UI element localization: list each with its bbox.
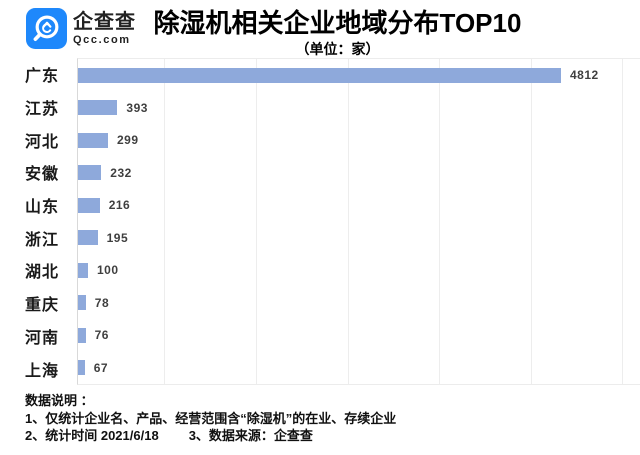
bar — [78, 165, 102, 181]
gridline — [531, 59, 532, 384]
bar-value-label: 299 — [117, 133, 139, 148]
category-label: 广东 — [25, 68, 60, 86]
bar-value-label: 393 — [126, 100, 148, 115]
note-data-source: 3、数据来源：企查查 — [188, 428, 313, 443]
brand-text: 企查查 Qcc.com — [73, 10, 136, 47]
category-label: 山东 — [25, 199, 60, 217]
data-notes: 数据说明 ： 1、仅统计企业名、产品、经营范围含“除湿机”的在业、存续企业 2、… — [25, 392, 625, 445]
brand-name: 企查查 — [73, 11, 136, 33]
notes-heading: 数据说明 ： — [25, 393, 94, 408]
category-label: 河北 — [25, 133, 60, 151]
bar-value-label: 195 — [106, 230, 129, 245]
bar-value-label: 100 — [97, 263, 119, 278]
gridline — [622, 59, 623, 384]
category-label: 重庆 — [25, 297, 60, 315]
bar-row: 78 — [78, 287, 640, 320]
chart-title: 除湿机相关企业地域分布TOP10 — [153, 8, 522, 38]
category-label: 上海 — [25, 362, 60, 380]
note-stat-time: 2、统计时间 2021/6/18 — [25, 428, 159, 443]
bar-chart: 广东江苏河北安徽山东浙江湖北重庆河南上海 4812 393 299 232 216 195… — [0, 58, 640, 385]
bar — [78, 327, 86, 343]
gridline — [439, 59, 440, 384]
bar-row: 216 — [78, 189, 640, 222]
bar-row: 76 — [78, 319, 640, 352]
qcc-logo-icon — [26, 8, 67, 49]
brand-logo: 企查查 Qcc.com — [26, 8, 136, 49]
bar-row: 100 — [78, 254, 640, 287]
note-line-2: 2、统计时间 2021/6/18 3、数据来源：企查查 — [25, 427, 625, 445]
plot-area: 4812 393 299 232 216 195 100 78 76 67 — [77, 58, 640, 385]
bar — [78, 295, 86, 311]
gridline — [256, 59, 257, 384]
bar — [78, 100, 118, 116]
bar — [78, 132, 108, 148]
bar-value-label: 78 — [94, 295, 110, 310]
bar — [78, 67, 561, 83]
bar-row: 67 — [78, 352, 640, 385]
gridline — [348, 59, 349, 384]
bar-row: 393 — [78, 92, 640, 125]
category-label: 湖北 — [25, 264, 60, 282]
brand-domain: Qcc.com — [73, 34, 131, 46]
category-label: 江苏 — [25, 101, 60, 119]
note-line-1: 1、仅统计企业名、产品、经营范围含“除湿机”的在业、存续企业 — [25, 410, 397, 426]
gridline — [164, 59, 165, 384]
bar — [78, 197, 100, 213]
category-label: 河南 — [25, 329, 60, 347]
category-label: 安徽 — [25, 166, 60, 184]
bar-row: 195 — [78, 222, 640, 255]
bar — [78, 360, 85, 376]
title-block: 除湿机相关企业地域分布TOP10 （单位：家） — [35, 8, 640, 58]
bar-value-label: 232 — [110, 165, 132, 180]
bar-value-label: 67 — [93, 360, 109, 375]
bar-row: 4812 — [78, 59, 640, 92]
category-label: 浙江 — [25, 231, 60, 249]
bar-value-label: 216 — [108, 198, 131, 213]
bar-row: 299 — [78, 124, 640, 157]
bar-value-label: 4812 — [570, 68, 599, 83]
bar — [78, 230, 98, 246]
bar-row: 232 — [78, 157, 640, 190]
category-labels: 广东江苏河北安徽山东浙江湖北重庆河南上海 — [0, 58, 77, 385]
bar-value-label: 76 — [94, 328, 109, 343]
chart-subtitle: （单位：家） — [295, 41, 380, 57]
bar — [78, 262, 88, 278]
bar-rows: 4812 393 299 232 216 195 100 78 76 67 — [78, 59, 640, 384]
